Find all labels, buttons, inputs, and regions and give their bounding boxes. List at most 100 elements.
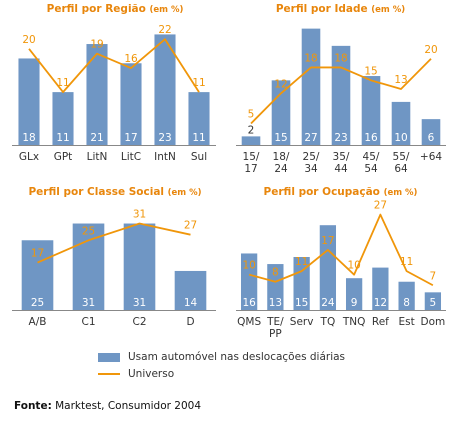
bar-value-label: 23	[158, 132, 171, 144]
x-tick-label: 34	[304, 163, 318, 175]
bar-value-label: 8	[403, 297, 410, 309]
bar	[241, 136, 261, 145]
x-tick-label: Ref	[372, 316, 389, 328]
x-tick-label: Sul	[191, 151, 207, 163]
legend-line-swatch	[98, 373, 120, 375]
x-tick-label: 17	[244, 163, 257, 175]
bar-value-label: 17	[124, 132, 137, 144]
bar-value-label: 9	[351, 297, 358, 309]
bar	[319, 225, 337, 310]
bar-value-label: 15	[274, 132, 287, 144]
x-tick-label: 64	[394, 163, 408, 175]
universo-value-label: 31	[133, 209, 146, 221]
x-tick-label: 25/	[303, 151, 320, 163]
x-tick-label: 15/	[243, 151, 260, 163]
universo-value-label: 22	[158, 24, 171, 36]
bar	[154, 34, 176, 145]
bar-value-label: 10	[394, 132, 407, 144]
x-tick-label: Serv	[290, 316, 314, 328]
universo-value-label: 5	[248, 108, 255, 120]
bar	[271, 80, 291, 145]
chart-title-classe: Perfil por Classe Social (em %)	[10, 183, 220, 201]
x-tick-label: 54	[364, 163, 378, 175]
chart-title-unit: (em %)	[167, 188, 202, 198]
universo-line	[37, 222, 191, 264]
bar-value-label: 27	[304, 132, 317, 144]
source-label: Fonte:	[14, 400, 52, 412]
bar	[240, 253, 258, 310]
source-note: Fonte: Marktest, Consumidor 2004	[14, 397, 201, 415]
bar-value-label: 11	[192, 132, 205, 144]
bar	[372, 267, 389, 310]
bar-value-label: 13	[269, 297, 282, 309]
universo-value-label: 18	[334, 52, 347, 64]
bar	[72, 223, 105, 310]
bar-value-label: 16	[364, 132, 378, 144]
universo-value-label: 19	[90, 39, 103, 51]
x-tick-label: C1	[81, 316, 95, 328]
legend-line-label: Universo	[128, 368, 175, 380]
legend-bars-label: Usam automóvel nas deslocações diárias	[128, 351, 346, 363]
bar	[188, 92, 210, 145]
x-tick-label: 24	[274, 163, 288, 175]
bar	[21, 240, 54, 310]
bar-value-label: 31	[133, 297, 146, 309]
chart-title-text: Perfil por Idade	[275, 3, 368, 15]
bar-value-label: 24	[321, 297, 335, 309]
universo-value-label: 12	[274, 78, 287, 90]
universo-value-label: 13	[394, 74, 407, 86]
universo-value-label: 8	[272, 267, 279, 279]
bar-value-label: 11	[56, 132, 69, 144]
universo-value-label: 11	[295, 256, 308, 268]
bar	[424, 292, 442, 310]
legend-bar-swatch	[98, 353, 120, 362]
universo-value-label: 15	[364, 65, 377, 77]
bar	[267, 264, 284, 310]
x-tick-label: Dom	[421, 316, 446, 328]
universo-value-label: 10	[347, 260, 360, 272]
chart-title-ocupacao: Perfil por Ocupação (em %)	[233, 183, 448, 201]
x-tick-label: IntN	[154, 151, 176, 163]
bar-value-label: 5	[430, 297, 437, 309]
bar-value-label: 6	[428, 132, 435, 144]
bar	[52, 92, 74, 145]
x-tick-label: LitC	[121, 151, 141, 163]
x-tick-label: PP	[269, 328, 282, 340]
universo-value-label: 7	[430, 270, 437, 282]
x-tick-label: TE/	[266, 316, 284, 328]
bar	[391, 101, 411, 145]
x-tick-label: TNQ	[342, 316, 366, 328]
universo-line	[28, 38, 200, 94]
x-tick-label: 44	[334, 163, 348, 175]
bar-value-label: 23	[334, 132, 347, 144]
universo-value-label: 11	[192, 77, 205, 89]
bar	[331, 45, 351, 145]
x-tick-label: D	[186, 316, 194, 328]
chart-title-unit: (em %)	[371, 5, 406, 15]
bar	[301, 28, 321, 145]
bar	[174, 270, 207, 310]
chart-title-text: Perfil por Classe Social	[28, 186, 164, 198]
legend: Usam automóvel nas deslocações diárias U…	[92, 347, 392, 383]
bar	[123, 223, 156, 310]
bar-value-label: 14	[184, 297, 198, 309]
chart-title-unit: (em %)	[149, 5, 184, 15]
bar	[421, 119, 441, 145]
bar-value-label: 21	[90, 132, 103, 144]
x-tick-label: GPt	[54, 151, 73, 163]
chart-title-regiao: Perfil por Região (em %)	[10, 0, 220, 18]
x-tick-label: GLx	[19, 151, 39, 163]
bar	[86, 44, 108, 145]
bar	[120, 63, 142, 146]
universo-value-label: 20	[424, 44, 437, 56]
chart-title-idade: Perfil por Idade (em %)	[233, 0, 448, 18]
x-tick-label: 18/	[273, 151, 290, 163]
universo-value-label: 27	[374, 200, 387, 212]
universo-value-label: 25	[82, 225, 95, 237]
universo-value-label: 17	[321, 235, 334, 247]
bar-value-label: 18	[22, 132, 35, 144]
universo-value-label: 10	[242, 260, 255, 272]
x-tick-label: 45/	[363, 151, 380, 163]
